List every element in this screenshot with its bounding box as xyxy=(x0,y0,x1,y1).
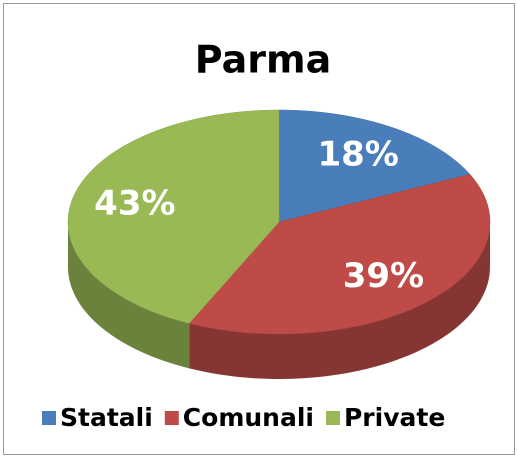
chart-title: Parma xyxy=(195,38,331,82)
legend-swatch xyxy=(42,411,56,425)
slice xyxy=(67,109,280,324)
data-label: 39% xyxy=(343,256,424,296)
data-label: 43% xyxy=(94,183,175,223)
legend-swatch xyxy=(325,411,340,425)
legend-label: Private xyxy=(344,403,445,432)
data-label: 18% xyxy=(317,134,398,174)
legend-swatch xyxy=(164,411,179,425)
legend-label: Comunali xyxy=(183,403,314,432)
slice-side xyxy=(68,222,190,369)
slice xyxy=(278,109,471,223)
slice xyxy=(188,174,491,335)
slice-side xyxy=(189,222,490,379)
legend-label: Statali xyxy=(60,403,153,432)
